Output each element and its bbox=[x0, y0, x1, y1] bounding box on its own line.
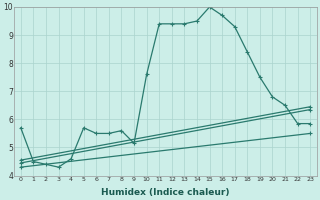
X-axis label: Humidex (Indice chaleur): Humidex (Indice chaleur) bbox=[101, 188, 230, 197]
